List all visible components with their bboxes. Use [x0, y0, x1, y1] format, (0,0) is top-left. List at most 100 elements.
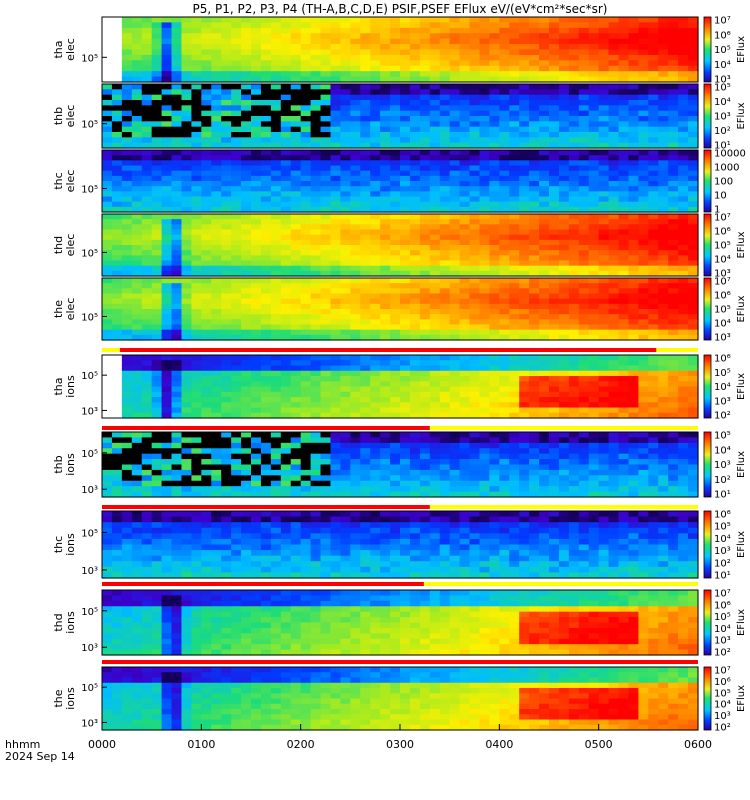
spectrogram-cell [280, 283, 292, 289]
spectrogram-cell [161, 491, 173, 498]
spectrogram-cell [260, 386, 272, 393]
spectrogram-cell [111, 381, 123, 388]
spectrogram-cell [688, 391, 699, 398]
spectrogram-cell [171, 464, 183, 471]
spectrogram-cell [469, 175, 481, 182]
spectrogram-cell [400, 381, 411, 388]
spectrogram-cell [121, 44, 133, 51]
spectrogram-cell [568, 437, 580, 444]
spectrogram-cell [221, 181, 232, 187]
spectrogram-cell [678, 84, 689, 90]
spectrogram-cell [499, 486, 510, 493]
spectrogram-cell [141, 412, 153, 419]
spectrogram-cell [102, 44, 113, 51]
spectrogram-cell [211, 234, 222, 241]
spectrogram-cell [519, 464, 530, 471]
spectrogram-cell [310, 186, 322, 192]
spectrogram-cell [102, 142, 113, 149]
spectrogram-cell [241, 191, 252, 198]
spectrogram-cell [191, 229, 202, 236]
spectrogram-cell [201, 355, 212, 361]
spectrogram-cell [211, 49, 222, 56]
spectrogram-cell [380, 60, 391, 67]
spectrogram-cell [429, 255, 441, 262]
spectrogram-cell [111, 137, 123, 144]
spectrogram-cell [489, 191, 500, 198]
spectrogram-cell [241, 442, 252, 449]
spectrogram-cell [102, 288, 113, 295]
spectrogram-cell [469, 432, 481, 439]
spectrogram-cell [489, 255, 500, 262]
spectrogram-cell [549, 288, 560, 295]
spectrogram-cell [111, 360, 123, 367]
spectrogram-cell [648, 100, 659, 106]
spectrogram-cell [439, 234, 451, 241]
spectrogram-cell [111, 334, 123, 341]
spectrogram-cell [439, 469, 451, 476]
spectrogram-cell [678, 132, 689, 138]
spectrogram-cell [360, 260, 371, 267]
spectrogram-cell [678, 38, 689, 45]
panel-label: ions [64, 375, 77, 398]
spectrogram-cell [290, 402, 302, 409]
spectrogram-cell [181, 324, 192, 331]
spectrogram-cell [201, 239, 212, 246]
spectrogram-cell [638, 116, 649, 122]
spectrogram-cell [419, 110, 431, 117]
spectrogram-cell [360, 27, 371, 34]
spectrogram-cell [340, 116, 351, 122]
spectrogram-cell [588, 334, 600, 341]
spectrogram-cell [191, 137, 202, 144]
spectrogram-cell [390, 100, 401, 106]
spectrogram-cell [628, 105, 639, 112]
spectrogram-cell [568, 234, 580, 241]
spectrogram-cell [479, 229, 490, 236]
spectrogram-cell [648, 84, 659, 90]
spectrogram-cell [558, 391, 570, 398]
spectrogram-cell [151, 283, 163, 289]
spectrogram-cell [429, 33, 441, 40]
spectrogram-cell [658, 44, 669, 51]
spectrogram-cell [131, 459, 143, 466]
spectrogram-cell [300, 386, 312, 393]
spectrogram-cell [370, 250, 381, 256]
spectrogram-cells [102, 432, 699, 498]
spectrogram-cell [231, 381, 242, 388]
spectrogram-cell [568, 475, 580, 482]
spectrogram-cell [459, 437, 471, 444]
spectrogram-cell [678, 76, 689, 83]
spectrogram-cell [300, 459, 312, 466]
spectrogram-cell [201, 334, 212, 341]
spectrogram-cell [340, 260, 351, 267]
spectrogram-cell [558, 116, 570, 122]
spectrogram-cell [638, 160, 649, 167]
spectrogram-cell [211, 17, 222, 24]
spectrogram-cell [151, 181, 163, 187]
spectrogram-cell [370, 71, 381, 78]
spectrogram-cell [360, 475, 371, 482]
spectrogram-cell [171, 71, 183, 78]
spectrogram-cell [320, 469, 332, 476]
spectrogram-cell [499, 376, 510, 382]
spectrogram-cell [102, 224, 113, 231]
spectrogram-cell [181, 370, 192, 377]
spectrogram-cell [598, 360, 610, 367]
spectrogram-cell [568, 303, 580, 310]
spectrogram-cell [549, 437, 560, 444]
spectrogram-cell [638, 170, 649, 177]
spectrogram-cell [439, 181, 451, 187]
spectrogram-cell [658, 309, 669, 315]
spectrogram-cell [131, 132, 143, 138]
spectrogram-cell [549, 270, 560, 277]
spectrogram-cell [161, 54, 173, 61]
spectrogram-cell [628, 229, 639, 236]
spectrogram-cell [588, 250, 600, 256]
spectrogram-cell [549, 480, 560, 487]
spectrogram-cell [310, 283, 322, 289]
spectrogram-cell [270, 365, 282, 372]
spectrogram-cell [429, 334, 441, 341]
spectrogram-cell [558, 407, 570, 414]
spectrogram-cell [280, 126, 292, 133]
spectrogram-cell [390, 397, 401, 403]
spectrogram-cell [419, 386, 431, 393]
